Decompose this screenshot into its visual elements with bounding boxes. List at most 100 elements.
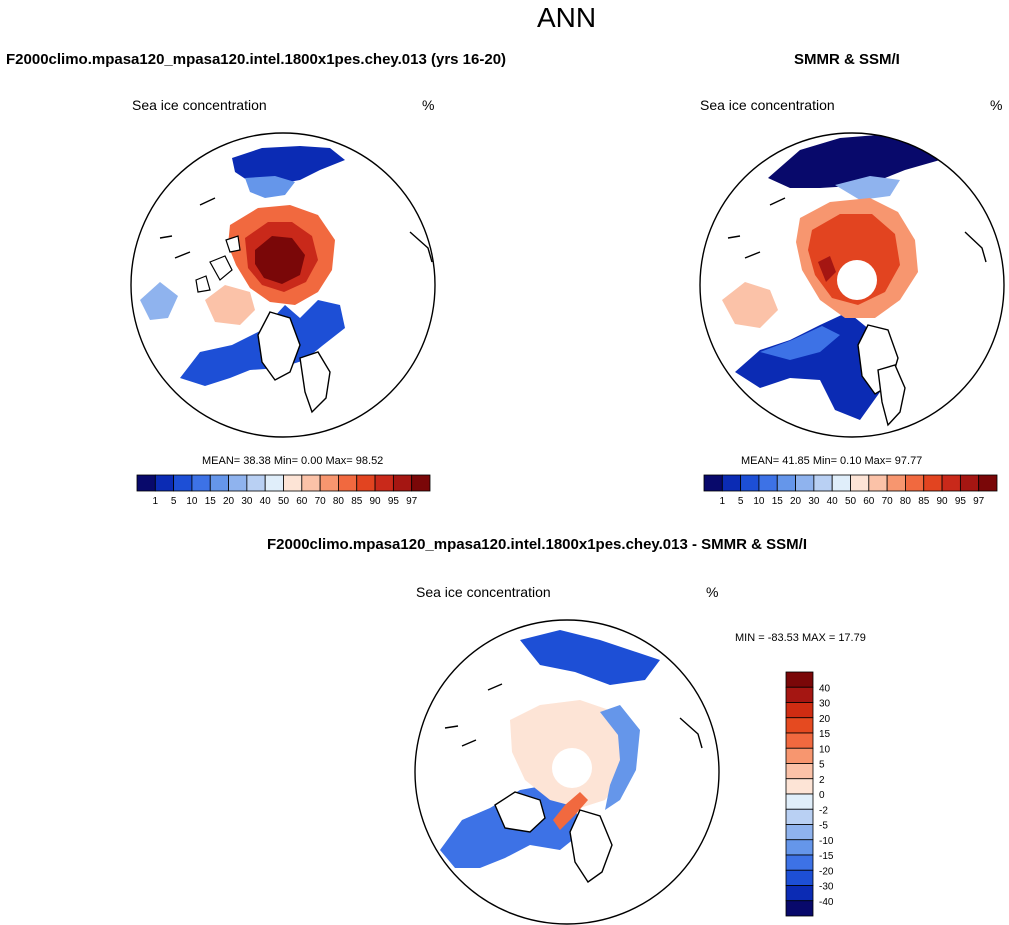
colorbar-obs-tick-label: 97 xyxy=(973,496,985,507)
ice-obs-atlantic-mid xyxy=(760,326,840,360)
ice-hudson xyxy=(205,285,255,325)
colorbar-obs-swatch xyxy=(758,474,778,492)
colorbar-difference-tick-label: -30 xyxy=(819,882,834,893)
land-diff-greenland xyxy=(569,809,613,883)
colorbar-difference-tick-label: -5 xyxy=(819,821,828,832)
diff-pacific-neg xyxy=(520,630,660,685)
colorbar-difference-swatch xyxy=(785,900,814,917)
ice-obs-pacific-mid xyxy=(835,176,900,200)
colorbar-difference-swatch xyxy=(785,854,814,871)
ice-obs-pacific xyxy=(768,134,940,188)
land-obs-coast xyxy=(727,197,987,263)
ice-low-baffin xyxy=(140,282,178,320)
colorbar-model-swatch xyxy=(264,474,284,492)
panel2-stats: MEAN= 41.85 Min= 0.10 Max= 97.77 xyxy=(741,455,923,467)
colorbar-difference-tick-label: -20 xyxy=(819,866,834,877)
colorbar-difference-tick-label: 10 xyxy=(819,744,831,755)
land-greenland xyxy=(257,311,301,381)
colorbar-model-swatch xyxy=(228,474,248,492)
colorbar-obs-tick-label: 1 xyxy=(720,496,726,507)
colorbar-model-tick-label: 85 xyxy=(351,496,363,507)
diff-streak-pos xyxy=(553,792,588,830)
colorbar-obs-swatch xyxy=(868,474,888,492)
colorbar-difference-tick-label: -10 xyxy=(819,836,834,847)
land-coast-misc xyxy=(159,197,433,263)
colorbar-difference-swatch xyxy=(785,808,814,825)
colorbar-model-tick-label: 5 xyxy=(171,496,177,507)
colorbar-model-tick-label: 15 xyxy=(205,496,217,507)
colorbar-obs-tick-label: 30 xyxy=(808,496,820,507)
map-model-concentration xyxy=(131,133,435,437)
colorbar-model-tick-label: 40 xyxy=(260,496,272,507)
colorbar-model: 1 5 10 15 20 30 40 50 60 70 80 85 90 95 97 xyxy=(136,474,431,507)
colorbar-model-swatch xyxy=(411,474,431,492)
colorbar-obs-swatch xyxy=(905,474,925,492)
colorbar-obs-swatch xyxy=(795,474,815,492)
colorbar-obs-tick-label: 15 xyxy=(772,496,784,507)
colorbar-obs-swatch xyxy=(703,474,723,492)
colorbar-difference-swatch xyxy=(785,763,814,780)
colorbar-model-swatch xyxy=(209,474,229,492)
colorbar-obs-tick-label: 20 xyxy=(790,496,802,507)
colorbar-obs-tick-label: 10 xyxy=(753,496,765,507)
colorbar-obs-swatch xyxy=(740,474,760,492)
colorbar-difference-tick-label: 0 xyxy=(819,790,825,801)
pole-hole-obs xyxy=(837,260,877,300)
colorbar-difference-swatch xyxy=(785,717,814,734)
colorbar-model-tick-label: 1 xyxy=(153,496,159,507)
colorbar-model-tick-label: 30 xyxy=(241,496,253,507)
map-model-boundary xyxy=(130,132,436,438)
ice-pacific-outer xyxy=(232,146,345,184)
colorbar-difference-tick-label: -15 xyxy=(819,851,834,862)
colorbar-model-swatch xyxy=(319,474,339,492)
map-diff-boundary xyxy=(414,619,720,925)
colorbar-difference-tick-label: 2 xyxy=(819,775,825,786)
colorbar-obs-tick-label: 90 xyxy=(937,496,949,507)
colorbar-model-swatch xyxy=(301,474,321,492)
panel2-title: SMMR & SSM/I xyxy=(794,51,900,68)
main-title: ANN xyxy=(537,2,597,33)
land-obs-scandinavia xyxy=(877,364,906,427)
colorbar-difference-swatch xyxy=(785,869,814,886)
colorbar-obs-tick-label: 40 xyxy=(827,496,839,507)
colorbar-difference-swatch xyxy=(785,671,814,688)
colorbar-model-swatch xyxy=(246,474,266,492)
colorbar-obs-swatch xyxy=(850,474,870,492)
colorbar-difference-swatch xyxy=(785,824,814,841)
land-scandinavia xyxy=(299,351,331,414)
colorbar-difference-tick-label: 20 xyxy=(819,714,831,725)
colorbar-model-swatch xyxy=(374,474,394,492)
colorbar-model-tick-label: 90 xyxy=(370,496,382,507)
colorbar-model-tick-label: 10 xyxy=(186,496,198,507)
ice-pacific-mid xyxy=(245,176,295,198)
colorbar-model-swatch xyxy=(356,474,376,492)
colorbar-obs-tick-label: 80 xyxy=(900,496,912,507)
colorbar-obs-swatch xyxy=(886,474,906,492)
colorbar-obs-tick-label: 50 xyxy=(845,496,857,507)
panel1-units-label: % xyxy=(422,97,435,113)
panel3-units-label: % xyxy=(706,584,719,600)
colorbar-model-tick-label: 80 xyxy=(333,496,345,507)
panel1-field-label: Sea ice concentration xyxy=(132,97,267,113)
colorbar-model-swatch xyxy=(154,474,175,492)
colorbar-model-swatch xyxy=(136,474,156,492)
colorbar-model-swatch xyxy=(392,474,413,492)
land-diff-coast xyxy=(444,683,703,749)
bottom-title: F2000climo.mpasa120_mpasa120.intel.1800x… xyxy=(267,536,807,553)
diff-ring-neg xyxy=(600,705,640,810)
colorbar-obs-swatch xyxy=(923,474,943,492)
map-diff-concentration xyxy=(415,620,719,924)
colorbar-difference-tick-label: -2 xyxy=(819,805,828,816)
ice-obs-high-core xyxy=(808,214,900,305)
panel3-stats: MIN = -83.53 MAX = 17.79 xyxy=(735,632,866,644)
ice-obs-hudson xyxy=(722,282,778,328)
colorbar-obs: 1 5 10 15 20 30 40 50 60 70 80 85 90 95 97 xyxy=(703,474,998,507)
colorbar-model-tick-label: 70 xyxy=(315,496,327,507)
colorbar-model-tick-label: 50 xyxy=(278,496,290,507)
colorbar-model-tick-label: 95 xyxy=(388,496,400,507)
colorbar-obs-swatch xyxy=(959,474,980,492)
colorbar-difference-swatch xyxy=(785,778,814,795)
colorbar-obs-swatch xyxy=(813,474,833,492)
colorbar-model-swatch xyxy=(173,474,193,492)
